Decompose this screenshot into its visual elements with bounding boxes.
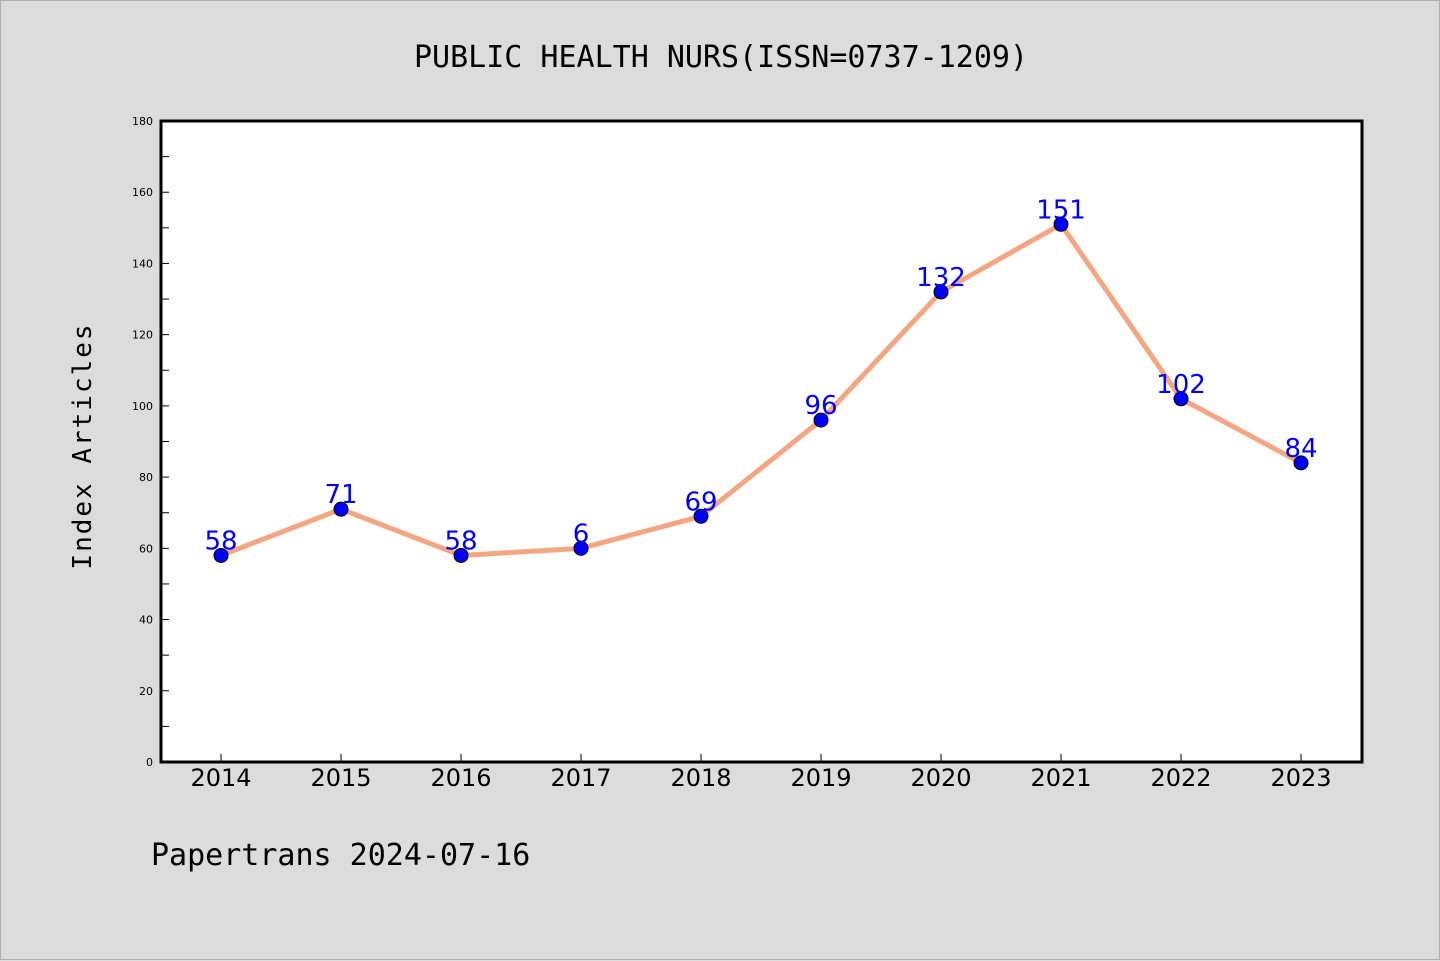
data-label-2022: 102	[1156, 370, 1206, 400]
y-tick-label: 120	[132, 329, 153, 342]
data-label-2021: 151	[1036, 195, 1086, 225]
data-point-2018	[693, 508, 709, 524]
data-label-2015: 71	[324, 480, 357, 510]
data-point-2020	[933, 284, 949, 300]
y-axis-label: Index Articles	[68, 322, 98, 569]
x-tick-label: 2016	[430, 764, 491, 792]
data-point-2023	[1293, 455, 1309, 471]
data-point-2014	[213, 547, 229, 563]
y-tick-label: 40	[139, 614, 153, 627]
data-point-2019	[813, 412, 829, 428]
y-tick-label: 100	[132, 400, 153, 413]
data-label-2020: 132	[916, 263, 966, 293]
y-tick-label: 140	[132, 257, 153, 270]
x-tick-label: 2022	[1150, 764, 1211, 792]
x-tick-label: 2023	[1270, 764, 1331, 792]
data-labels: 58 71 58 6 69 96 132 151 102 84	[204, 195, 1317, 556]
chart-title: PUBLIC HEALTH NURS(ISSN=0737-1209)	[414, 40, 1028, 75]
x-tick-label: 2020	[910, 764, 971, 792]
x-axis-ticks: 2014 2015 2016 2017 2018 2019 2020 2021 2022 2023	[190, 754, 1332, 792]
footer-credit: Papertrans 2024-07-16	[151, 838, 530, 873]
y-tick-label: 160	[132, 186, 153, 199]
data-label-2016: 58	[444, 526, 477, 556]
y-tick-label: 60	[139, 542, 153, 555]
x-tick-label: 2014	[190, 764, 251, 792]
x-tick-label: 2019	[790, 764, 851, 792]
x-tick-label: 2015	[310, 764, 371, 792]
data-label-2018: 69	[684, 487, 717, 517]
data-label-2023: 84	[1284, 434, 1317, 464]
y-tick-label: 20	[139, 685, 153, 698]
y-tick-label: 180	[132, 115, 153, 128]
plot-area	[161, 121, 1362, 762]
y-tick-label: 80	[139, 471, 153, 484]
data-label-2014: 58	[204, 526, 237, 556]
data-label-2019: 96	[804, 391, 837, 421]
y-tick-label: 0	[146, 756, 153, 769]
x-tick-label: 2021	[1030, 764, 1091, 792]
data-point-2021	[1053, 216, 1069, 232]
data-point-2017	[573, 540, 589, 556]
series-markers	[213, 216, 1309, 563]
x-tick-label: 2018	[670, 764, 731, 792]
plot-border	[159, 119, 1364, 764]
data-point-2022	[1173, 391, 1189, 407]
series-line	[220, 221, 1303, 558]
data-label-2017: 6	[573, 519, 590, 549]
x-tick-label: 2017	[550, 764, 611, 792]
data-point-2015	[333, 501, 349, 517]
data-point-2016	[453, 547, 469, 563]
